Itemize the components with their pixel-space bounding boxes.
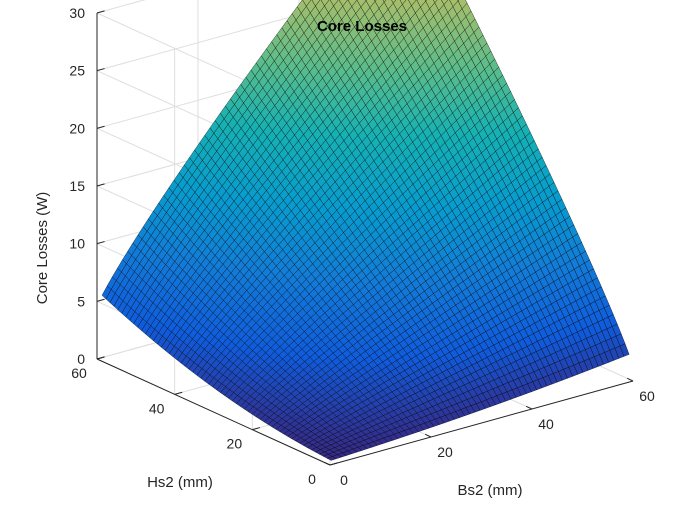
x-tick-label: 60 <box>639 388 655 404</box>
z-tick-label: 25 <box>69 63 85 79</box>
z-tick-mark <box>96 356 105 360</box>
x-tick-label: 40 <box>538 416 554 432</box>
x-axis-label: Bs2 (mm) <box>458 482 523 499</box>
y-tick-label: 40 <box>149 400 165 416</box>
surface-patch <box>391 0 397 4</box>
z-tick-mark <box>96 10 105 14</box>
chart-title: Core Losses <box>317 18 407 35</box>
surface-patch <box>433 0 438 4</box>
y-axis-label: Hs2 (mm) <box>147 474 213 491</box>
z-tick-label: 15 <box>69 178 85 194</box>
y-tick-mark <box>252 427 261 431</box>
y-axis-line <box>96 358 331 466</box>
x-tick-mark <box>626 377 634 382</box>
x-axis-line <box>329 380 634 466</box>
y-tick-label: 0 <box>308 471 316 487</box>
y-tick-mark <box>329 462 338 466</box>
y-tick-label: 20 <box>227 436 243 452</box>
y-tick-label: 60 <box>71 365 87 381</box>
z-axis-label: Core Losses (W) <box>34 192 51 305</box>
z-tick-label: 30 <box>69 5 85 21</box>
axes <box>96 10 634 466</box>
z-tick-mark <box>96 125 105 129</box>
z-tick-mark <box>96 241 105 245</box>
z-tick-label: 0 <box>77 351 85 367</box>
z-tick-label: 10 <box>69 236 85 252</box>
x-tick-mark <box>323 461 331 466</box>
z-tick-label: 5 <box>77 293 85 309</box>
surface-patch <box>382 0 387 3</box>
y-tick-mark <box>174 391 183 395</box>
surface-patch <box>327 456 337 461</box>
z-tick-mark <box>96 183 105 187</box>
z-tick-mark <box>96 68 105 72</box>
surface <box>101 0 630 461</box>
x-tick-label: 20 <box>437 444 453 460</box>
x-tick-label: 0 <box>340 472 348 488</box>
z-tick-label: 20 <box>69 120 85 136</box>
z-tick-mark <box>96 298 105 302</box>
x-tick-mark <box>424 433 432 438</box>
x-tick-mark <box>525 405 533 410</box>
